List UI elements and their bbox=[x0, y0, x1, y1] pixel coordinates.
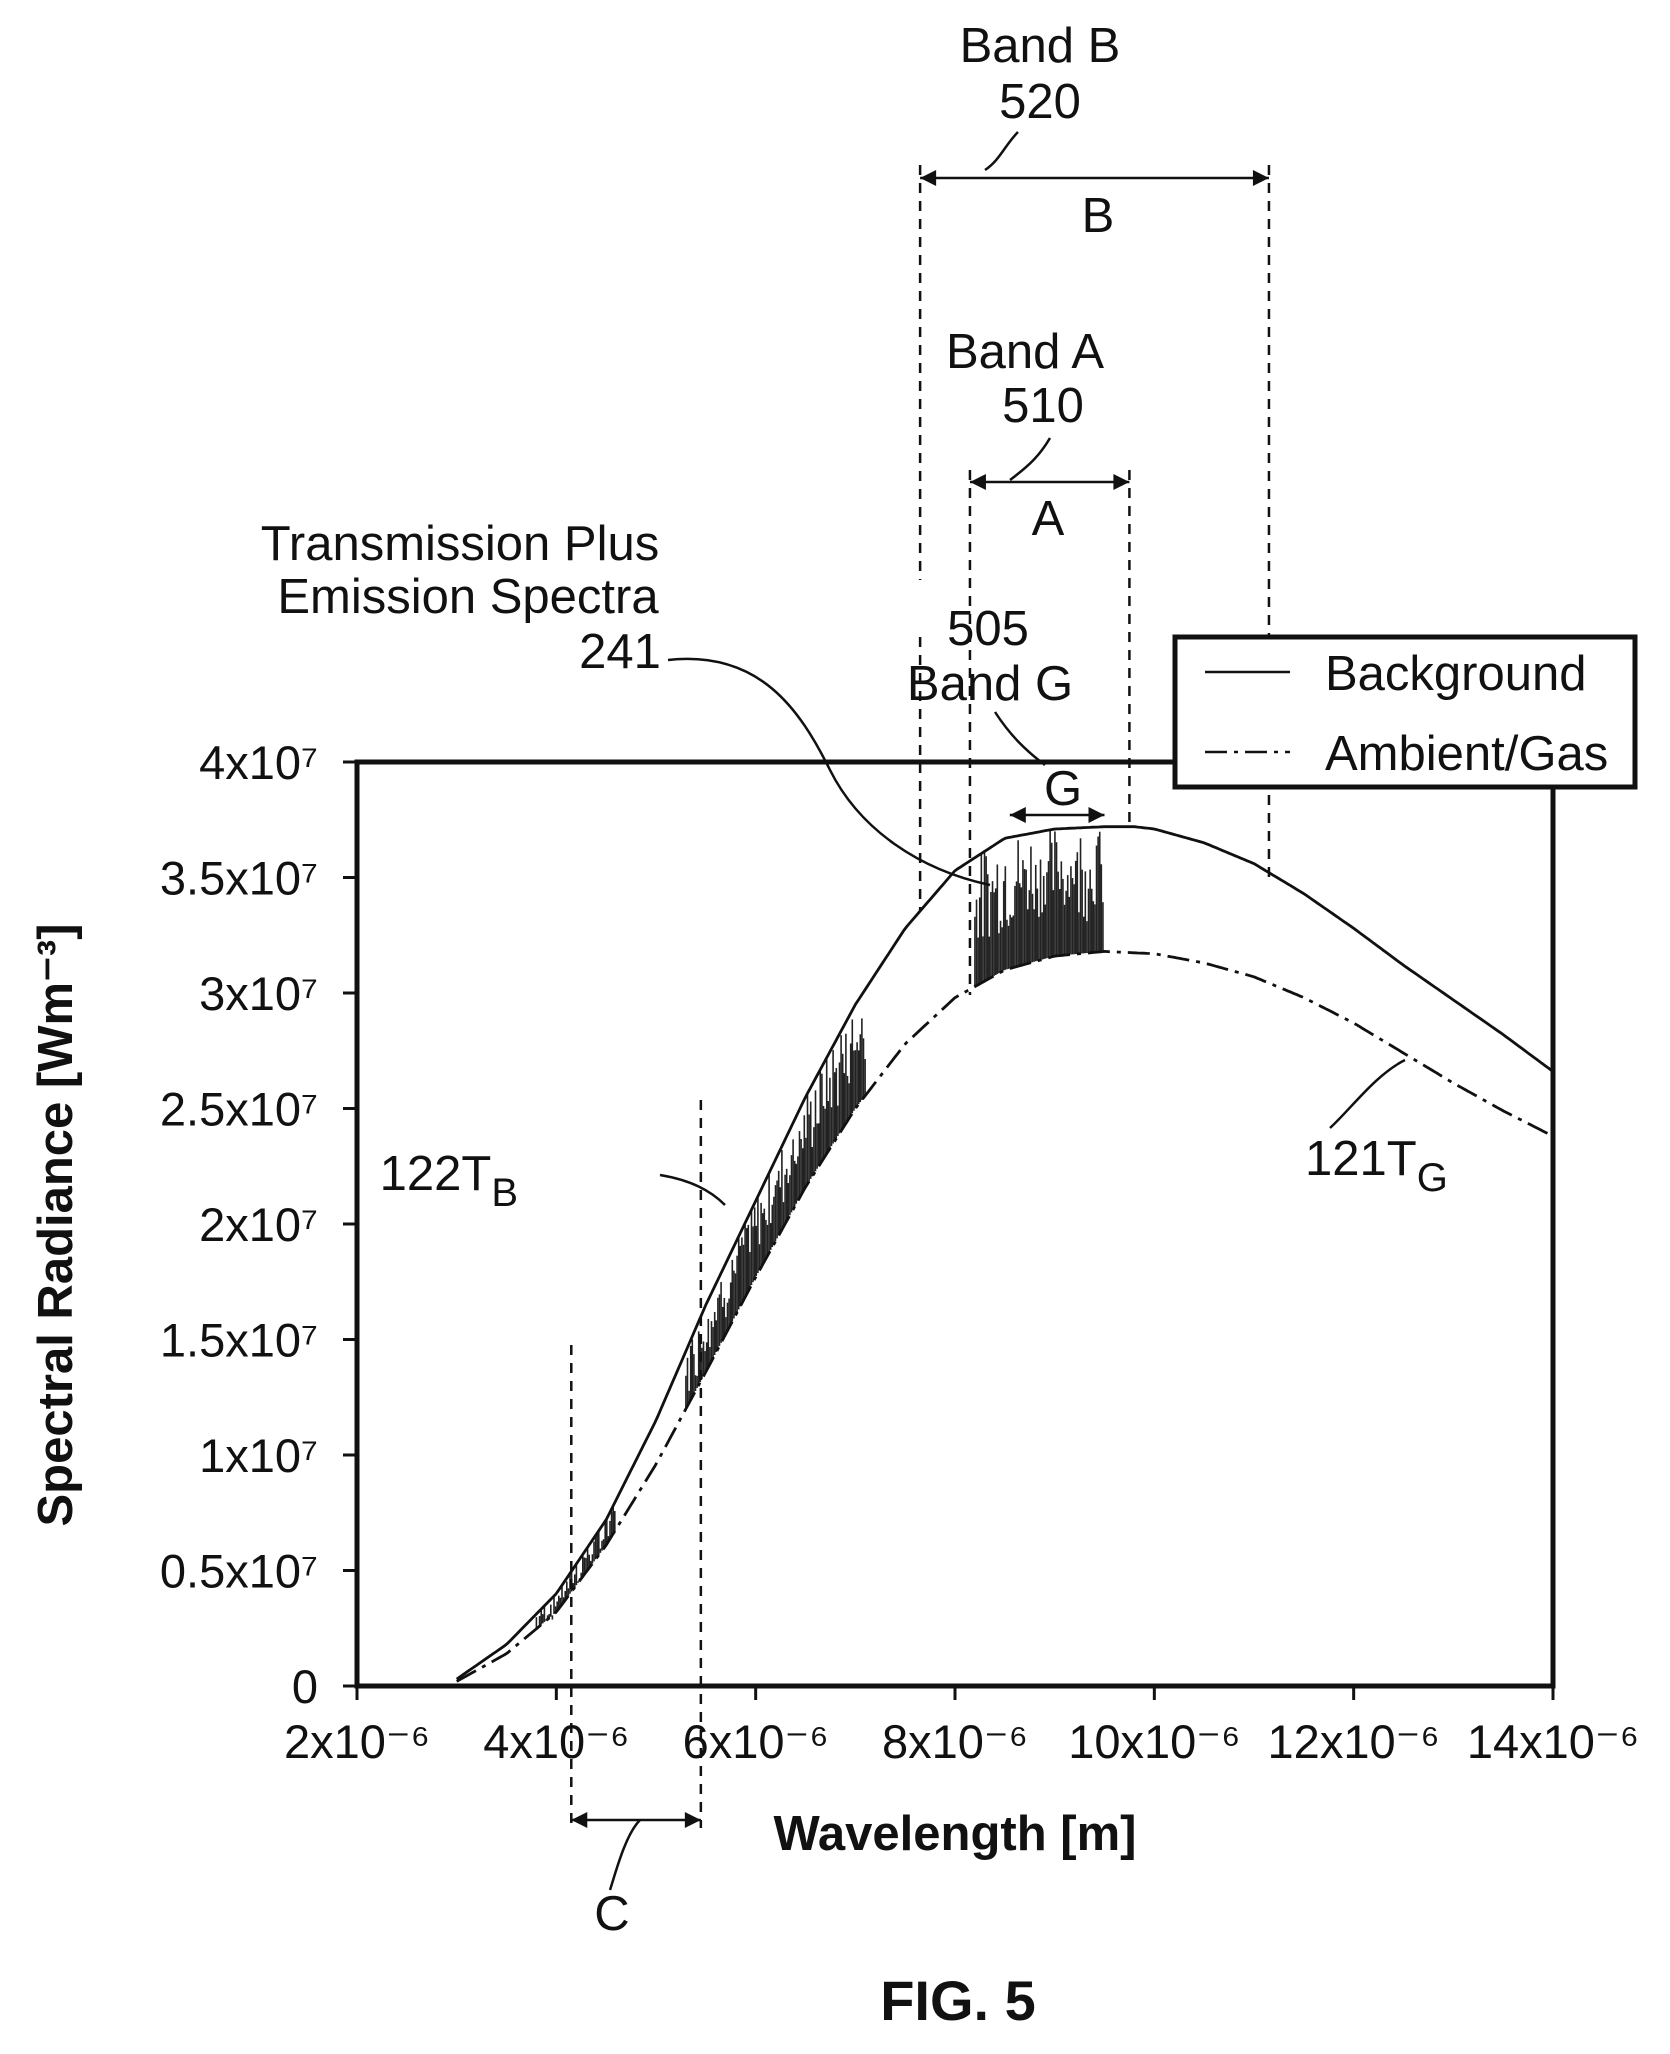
band-g-arrow-head-right bbox=[1088, 807, 1105, 823]
spectra-label-line1: Transmission Plus bbox=[261, 517, 659, 571]
band-c-arrow-head-right bbox=[684, 1812, 701, 1828]
band-b-title: Band B bbox=[960, 19, 1121, 73]
spectra-leader bbox=[667, 657, 991, 887]
y-axis-title: Spectral Radiance [Wm⁻³] bbox=[29, 923, 83, 1526]
ref-121-sub: G bbox=[1417, 1156, 1448, 1200]
band-g-title: Band G bbox=[907, 657, 1073, 711]
band-b-arrow bbox=[920, 170, 1269, 186]
band-g-arrow-head-left bbox=[1009, 807, 1026, 823]
ref-122-sub: B bbox=[491, 1171, 518, 1215]
band-c-arrow-head-left bbox=[571, 1812, 588, 1828]
ref-122-label: 122TB bbox=[380, 1147, 518, 1215]
band-b-leader bbox=[984, 131, 1019, 172]
band-c-leader bbox=[608, 1819, 641, 1891]
band-b-number: 520 bbox=[999, 75, 1081, 129]
x-tick-label: 6x10⁻⁶ bbox=[683, 1715, 829, 1768]
band-c-arrow bbox=[571, 1812, 701, 1828]
x-tick-label: 8x10⁻⁶ bbox=[882, 1715, 1028, 1768]
y-tick-label: 1.5x10⁷ bbox=[160, 1314, 318, 1367]
y-axis-ticks: 0 0.5x10⁷ 1x10⁷ 1.5x10⁷ 2x10⁷ 2.5x10⁷ 3x10⁷ 3.5… bbox=[160, 736, 357, 1713]
x-tick-label: 10x10⁻⁶ bbox=[1068, 1715, 1240, 1768]
ref-121-leader bbox=[1329, 1058, 1406, 1129]
band-a-letter: A bbox=[1032, 492, 1065, 546]
band-b-arrow-head-left bbox=[920, 170, 937, 186]
band-g-leader bbox=[993, 711, 1046, 766]
y-tick-label: 0.5x10⁷ bbox=[160, 1545, 318, 1598]
y-tick-label: 2x10⁷ bbox=[199, 1198, 318, 1251]
ref-122-text: 122T bbox=[380, 1147, 492, 1201]
band-a-title: Band A bbox=[946, 325, 1104, 379]
band-a-leader bbox=[1009, 437, 1052, 481]
x-axis-ticks: 2x10⁻⁶ 4x10⁻⁶ 6x10⁻⁶ 8x10⁻⁶ 10x10⁻⁶ 12x10⁻⁶ 14… bbox=[284, 1686, 1639, 1768]
ref-121-label: 121TG bbox=[1305, 1132, 1448, 1200]
band-markers bbox=[570, 165, 1271, 1828]
band-b-arrow-head-right bbox=[1252, 170, 1269, 186]
plot-frame bbox=[354, 759, 1556, 1689]
band-a-arrow-head-right bbox=[1113, 474, 1130, 490]
y-tick-label: 4x10⁷ bbox=[199, 736, 318, 789]
ref-121-text: 121T bbox=[1305, 1132, 1417, 1186]
x-tick-label: 4x10⁻⁶ bbox=[483, 1715, 629, 1768]
x-tick-label: 14x10⁻⁶ bbox=[1467, 1715, 1639, 1768]
legend-ambient-label: Ambient/Gas bbox=[1325, 727, 1608, 781]
series-background-line bbox=[455, 825, 1553, 1681]
band-c-letter: C bbox=[594, 1887, 629, 1941]
emission-spectra-region bbox=[535, 829, 1104, 1629]
y-tick-label: 3x10⁷ bbox=[199, 967, 318, 1020]
x-tick-label: 2x10⁻⁶ bbox=[284, 1715, 430, 1768]
band-g-letter: G bbox=[1044, 762, 1082, 816]
figure-caption: FIG. 5 bbox=[880, 1969, 1036, 2032]
y-tick-label: 3.5x10⁷ bbox=[160, 852, 318, 905]
spectra-label-line2: Emission Spectra bbox=[277, 570, 659, 624]
band-g-number: 505 bbox=[947, 602, 1029, 656]
band-a-number: 510 bbox=[1002, 379, 1084, 433]
y-tick-label: 1x10⁷ bbox=[199, 1429, 318, 1482]
band-a-arrow-head-left bbox=[969, 474, 986, 490]
band-g-arrow bbox=[1009, 807, 1105, 823]
band-a-arrow bbox=[969, 474, 1130, 490]
spectra-label-number: 241 bbox=[579, 625, 661, 679]
legend-background-label: Background bbox=[1325, 647, 1587, 701]
ref-122-leader bbox=[659, 1173, 726, 1206]
x-axis-title: Wavelength [m] bbox=[774, 1807, 1137, 1861]
series-lines bbox=[455, 825, 1553, 1683]
series-ambient-gas-line bbox=[456, 949, 1553, 1683]
y-tick-label: 2.5x10⁷ bbox=[160, 1083, 318, 1136]
x-tick-label: 12x10⁻⁶ bbox=[1268, 1715, 1440, 1768]
legend: Background Ambient/Gas bbox=[1172, 634, 1638, 790]
band-b-letter: B bbox=[1082, 189, 1115, 243]
y-tick-label: 0 bbox=[292, 1660, 318, 1713]
legend-box bbox=[1172, 634, 1638, 790]
